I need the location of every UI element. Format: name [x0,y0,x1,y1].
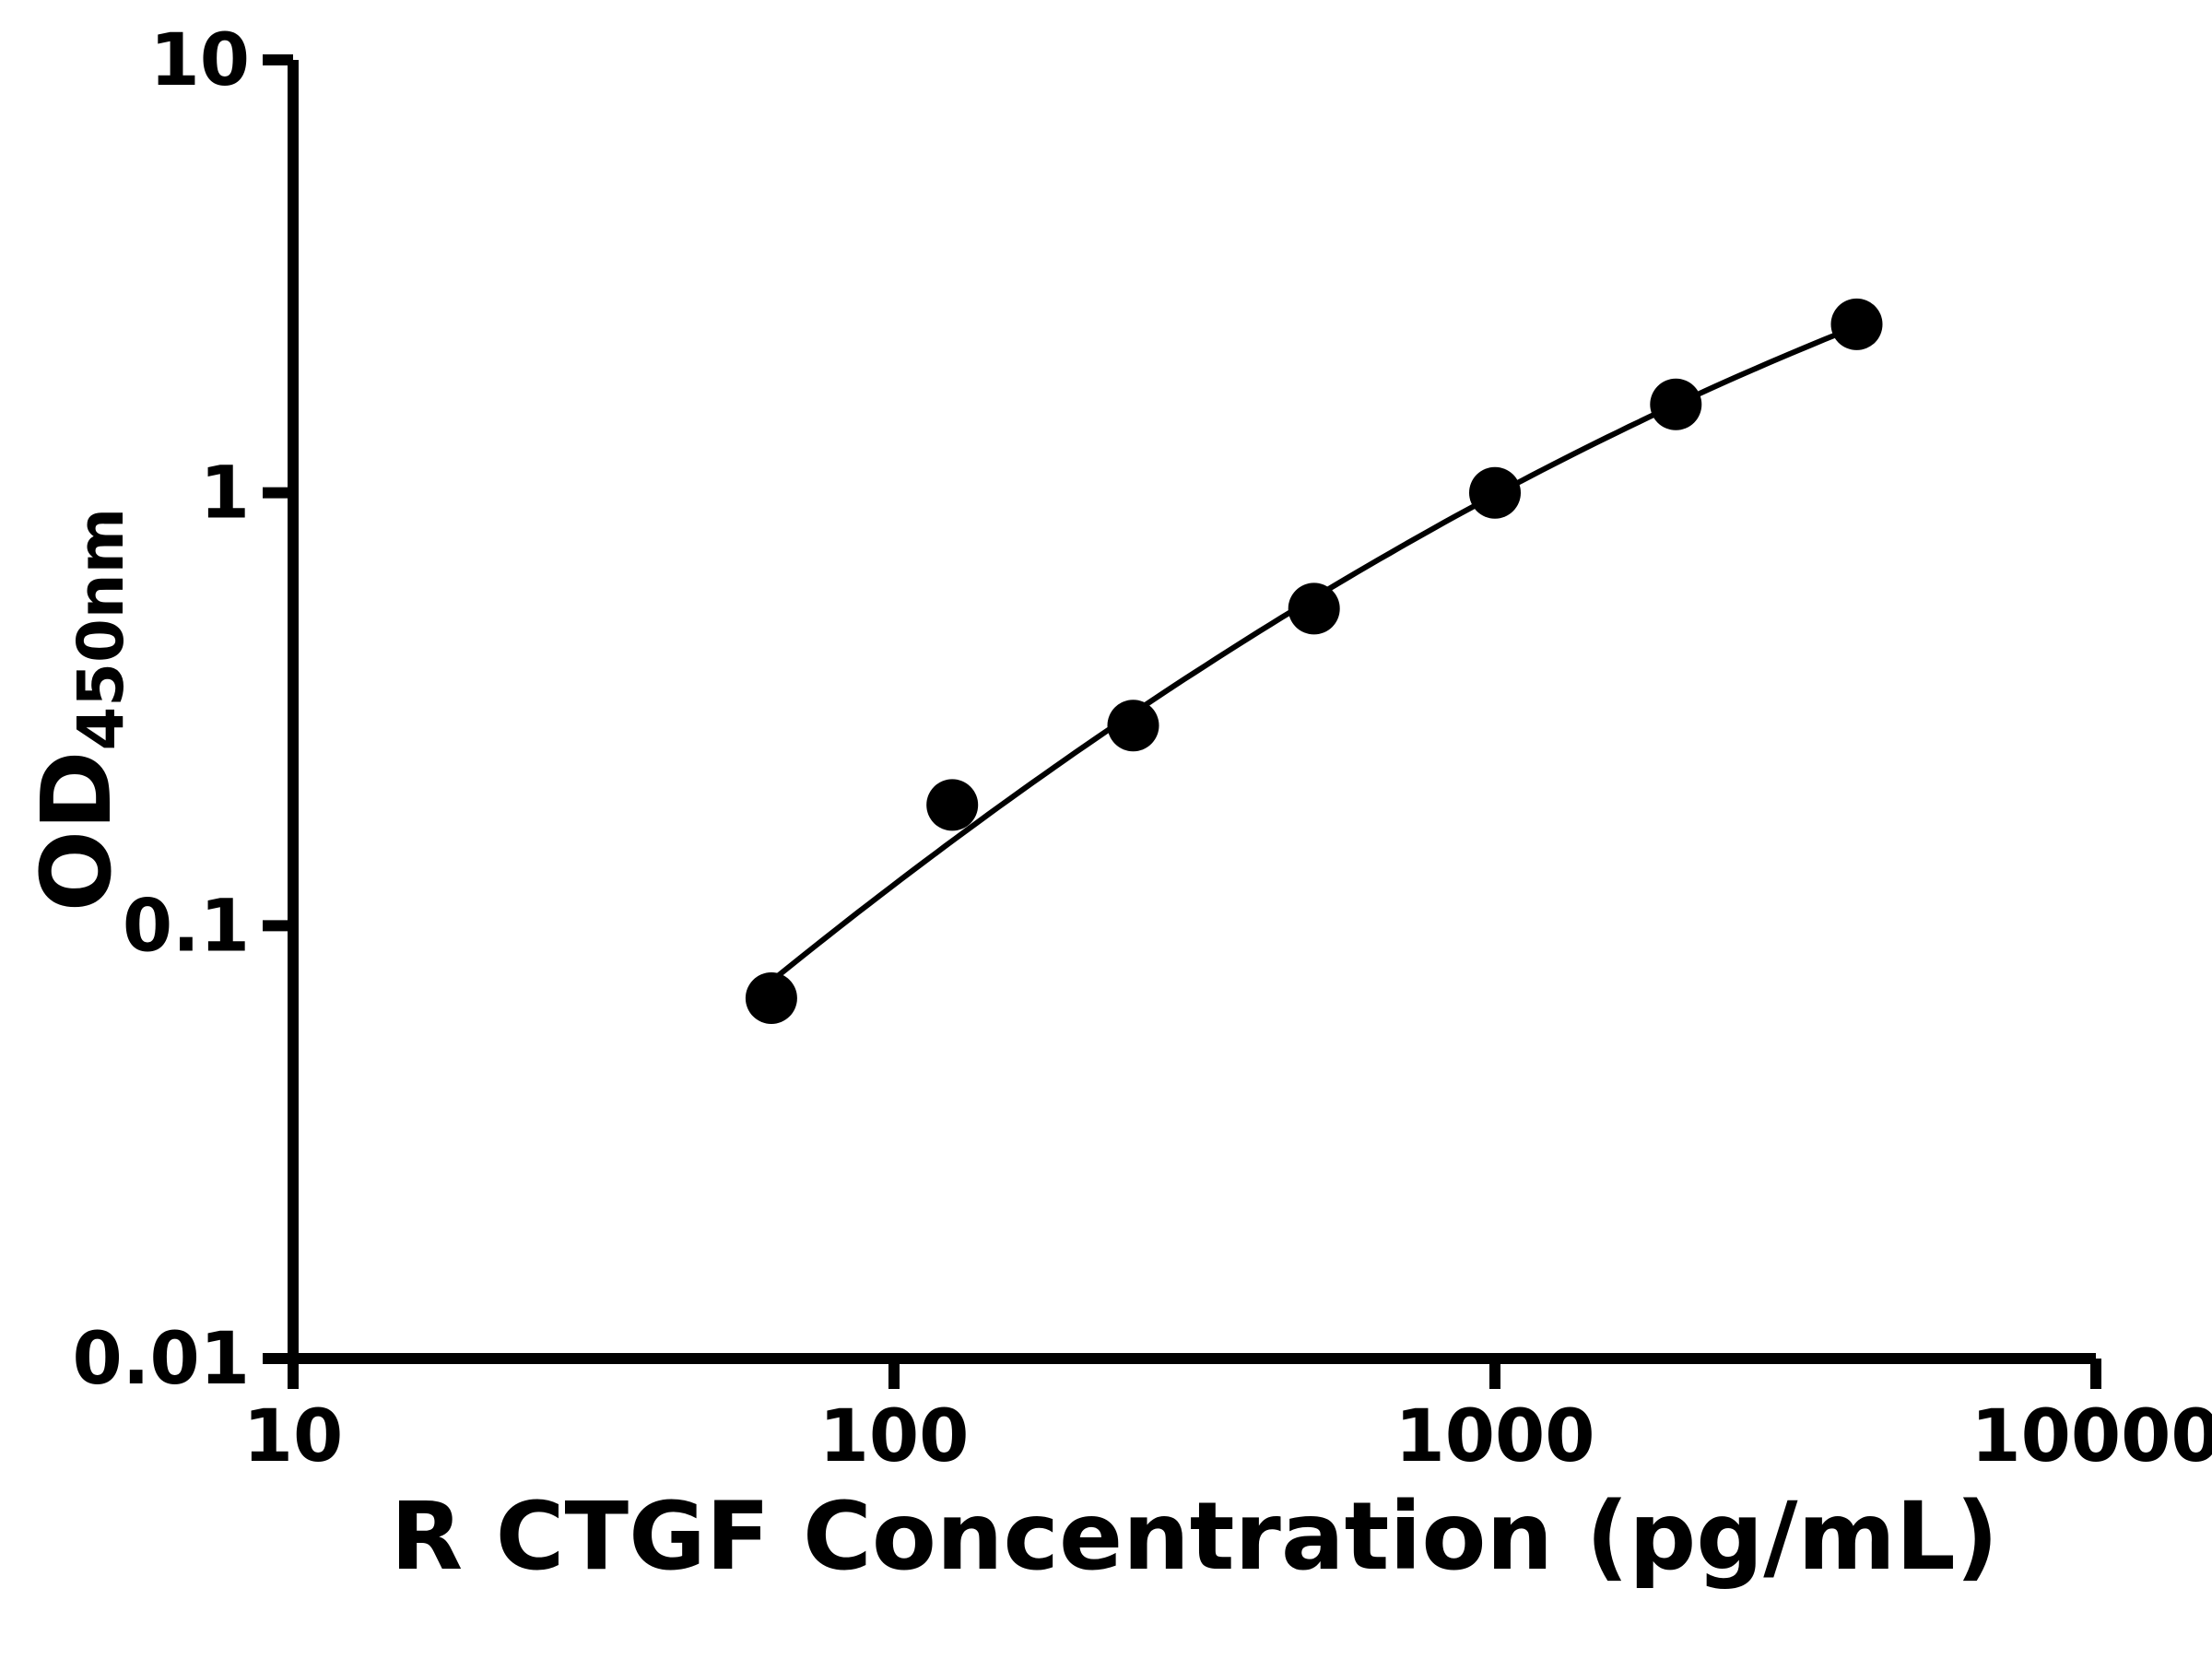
data-point [1288,582,1340,635]
data-point [926,779,979,831]
x-tick-label: 10000 [1971,1395,2212,1478]
data-point [1650,378,1702,430]
y-tick-label: 1 [200,453,250,535]
x-tick-label: 100 [819,1395,970,1478]
x-axis-title: R CTGF Concentration (pg/mL) [390,1482,1999,1592]
fit-curve [770,324,1858,983]
x-tick-label: 1000 [1394,1395,1594,1478]
data-point [745,972,797,1024]
axes [288,60,2096,1364]
data-point [1469,466,1521,519]
y-tick-label: 0.01 [73,1318,250,1401]
y-tick-label: 10 [149,19,250,102]
y-axis-title-text: OD [20,750,134,912]
y-axis-title-subscript: 450nm [64,507,138,751]
y-axis-title: OD450nm [20,508,138,912]
data-point [1107,700,1159,752]
data-point [1830,298,1883,350]
y-tick-label: 0.1 [123,885,250,968]
x-tick-label: 10 [243,1395,344,1478]
